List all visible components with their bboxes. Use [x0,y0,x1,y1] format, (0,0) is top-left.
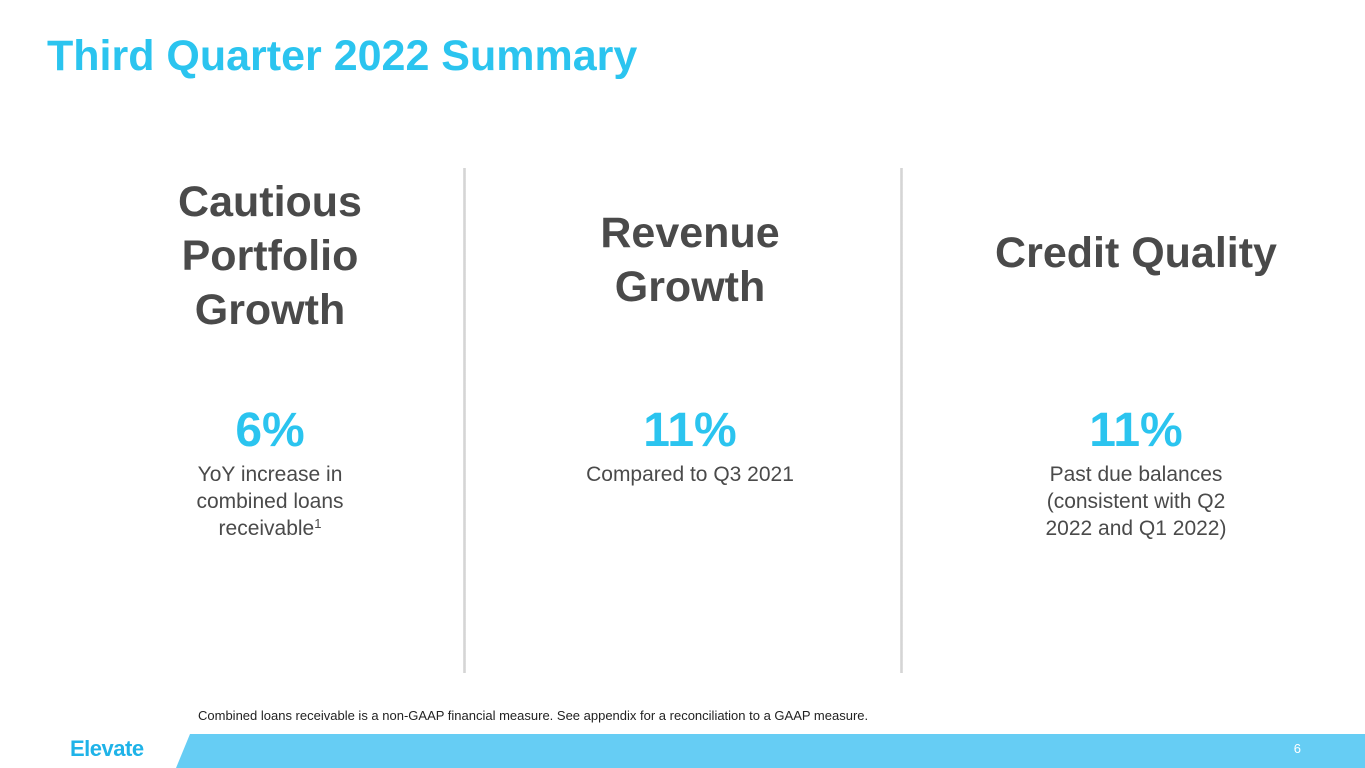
elevate-logo: Elevate [70,736,144,761]
description-line: Compared to Q3 2021 [586,463,794,486]
column-divider [900,168,903,673]
page-number: 6 [1293,741,1301,756]
column-heading-credit-quality: Credit Quality [960,226,1312,280]
column-heading-portfolio-growth: Cautious Portfolio Growth [120,175,420,337]
heading-line: Cautious [178,178,362,226]
heading-line: Portfolio [181,232,359,280]
stat-value-revenue-growth: 11% [643,404,737,457]
footer-bar [0,734,1365,768]
footnote: Combined loans receivable is a non-GAAP … [198,708,869,723]
description-text: receivable [218,517,315,540]
heading-line: Credit Quality [995,229,1277,277]
description-line: Past due balances [1049,463,1223,486]
description-line: (consistent with Q2 [1046,490,1226,513]
heading-line: Revenue [600,209,780,257]
footer-bar-fill [176,734,1365,768]
description-line: YoY increase in [197,463,343,486]
footer-bar-shape [176,734,1365,768]
column-heading-revenue-growth: Revenue Growth [540,206,840,314]
slide-title: Third Quarter 2022 Summary [47,32,638,80]
stat-description-revenue-growth: Compared to Q3 2021 [560,461,820,488]
description-line: combined loans [196,490,344,513]
heading-line: Growth [614,263,766,311]
stat-value-credit-quality: 11% [1089,404,1183,457]
column-divider [463,168,466,673]
description-line: 2022 and Q1 2022) [1045,517,1227,540]
description-line: receivable1 [150,515,390,542]
stat-value-portfolio-growth: 6% [235,404,305,457]
stat-description-credit-quality: Past due balances (consistent with Q2 20… [1006,461,1266,542]
stat-description-portfolio-growth: YoY increase in combined loans receivabl… [150,461,390,542]
heading-line: Growth [194,286,346,334]
footnote-marker: 1 [314,516,322,531]
